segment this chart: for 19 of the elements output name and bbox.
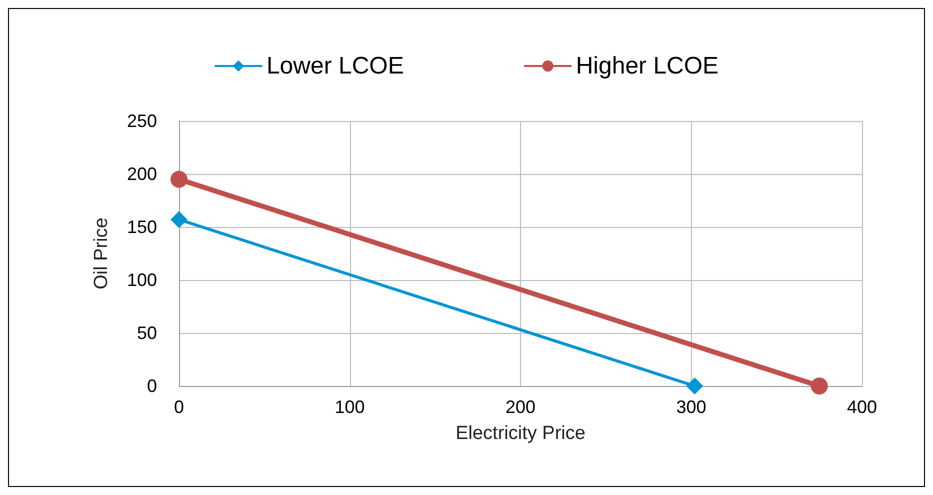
y-tick-label: 100 [126, 270, 157, 290]
point [170, 170, 188, 188]
y-tick-label: 50 [136, 323, 157, 343]
y-tick-label: 200 [126, 164, 157, 184]
x-tick-label: 0 [174, 397, 184, 417]
point [686, 378, 704, 394]
legend-label: Lower LCOE [266, 52, 404, 80]
y-tick-label: 250 [126, 111, 157, 131]
x-tick-label: 400 [846, 397, 878, 417]
x-tick-label: 300 [676, 397, 706, 417]
x-tick-label: 100 [334, 397, 365, 417]
y-tick-label: 150 [126, 217, 157, 237]
x-axis-title: Electricity Price [456, 423, 586, 444]
y-axis-title: Oil Price [91, 218, 112, 290]
x-tick-label: 200 [505, 397, 536, 417]
point [810, 378, 828, 394]
legend-label: Higher LCOE [576, 52, 719, 80]
y-tick-label: 0 [146, 376, 157, 396]
point [170, 211, 188, 228]
